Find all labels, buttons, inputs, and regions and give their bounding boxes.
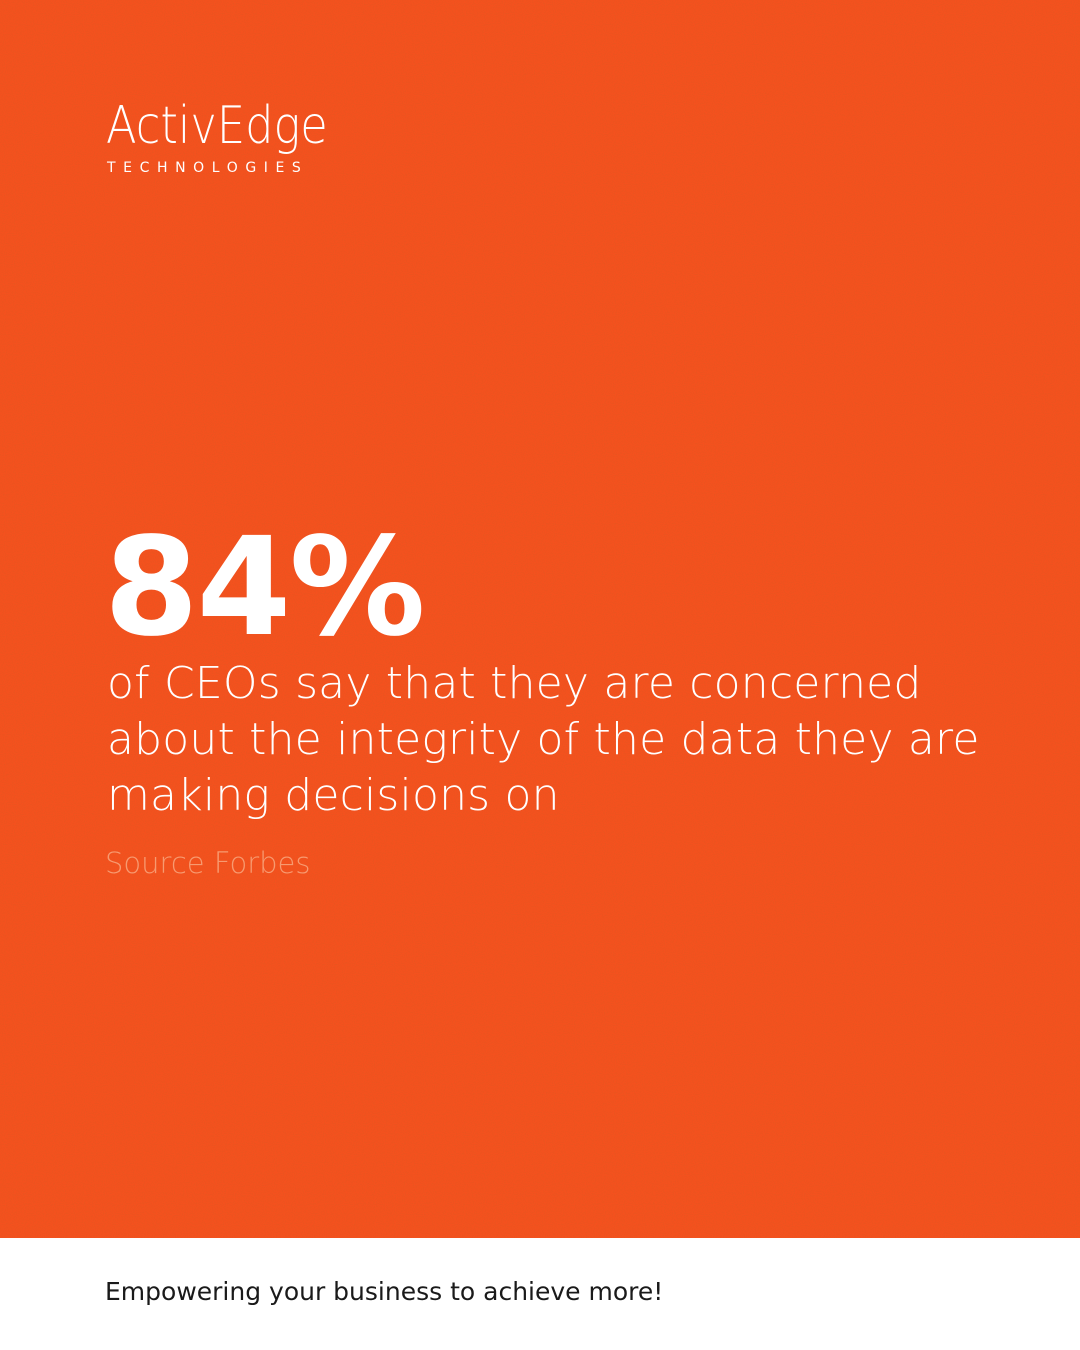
noise-texture-background [0,0,1080,1238]
logo-tagline: TECHNOLOGIES [107,160,309,176]
stat-card: ActivEdge TECHNOLOGIES 84% of CEOs say t… [0,0,1080,1238]
stat-value: 84% [104,509,426,667]
footer-tagline: Empowering your business to achieve more… [105,1277,664,1306]
stat-description: of CEOs say that they are concerned abou… [107,658,980,821]
footer-bar: Empowering your business to achieve more… [0,1238,1080,1350]
source-citation: Source Forbes [105,846,311,880]
logo-wordmark: ActivEdge [106,96,328,156]
company-logo: ActivEdge TECHNOLOGIES [106,98,366,182]
